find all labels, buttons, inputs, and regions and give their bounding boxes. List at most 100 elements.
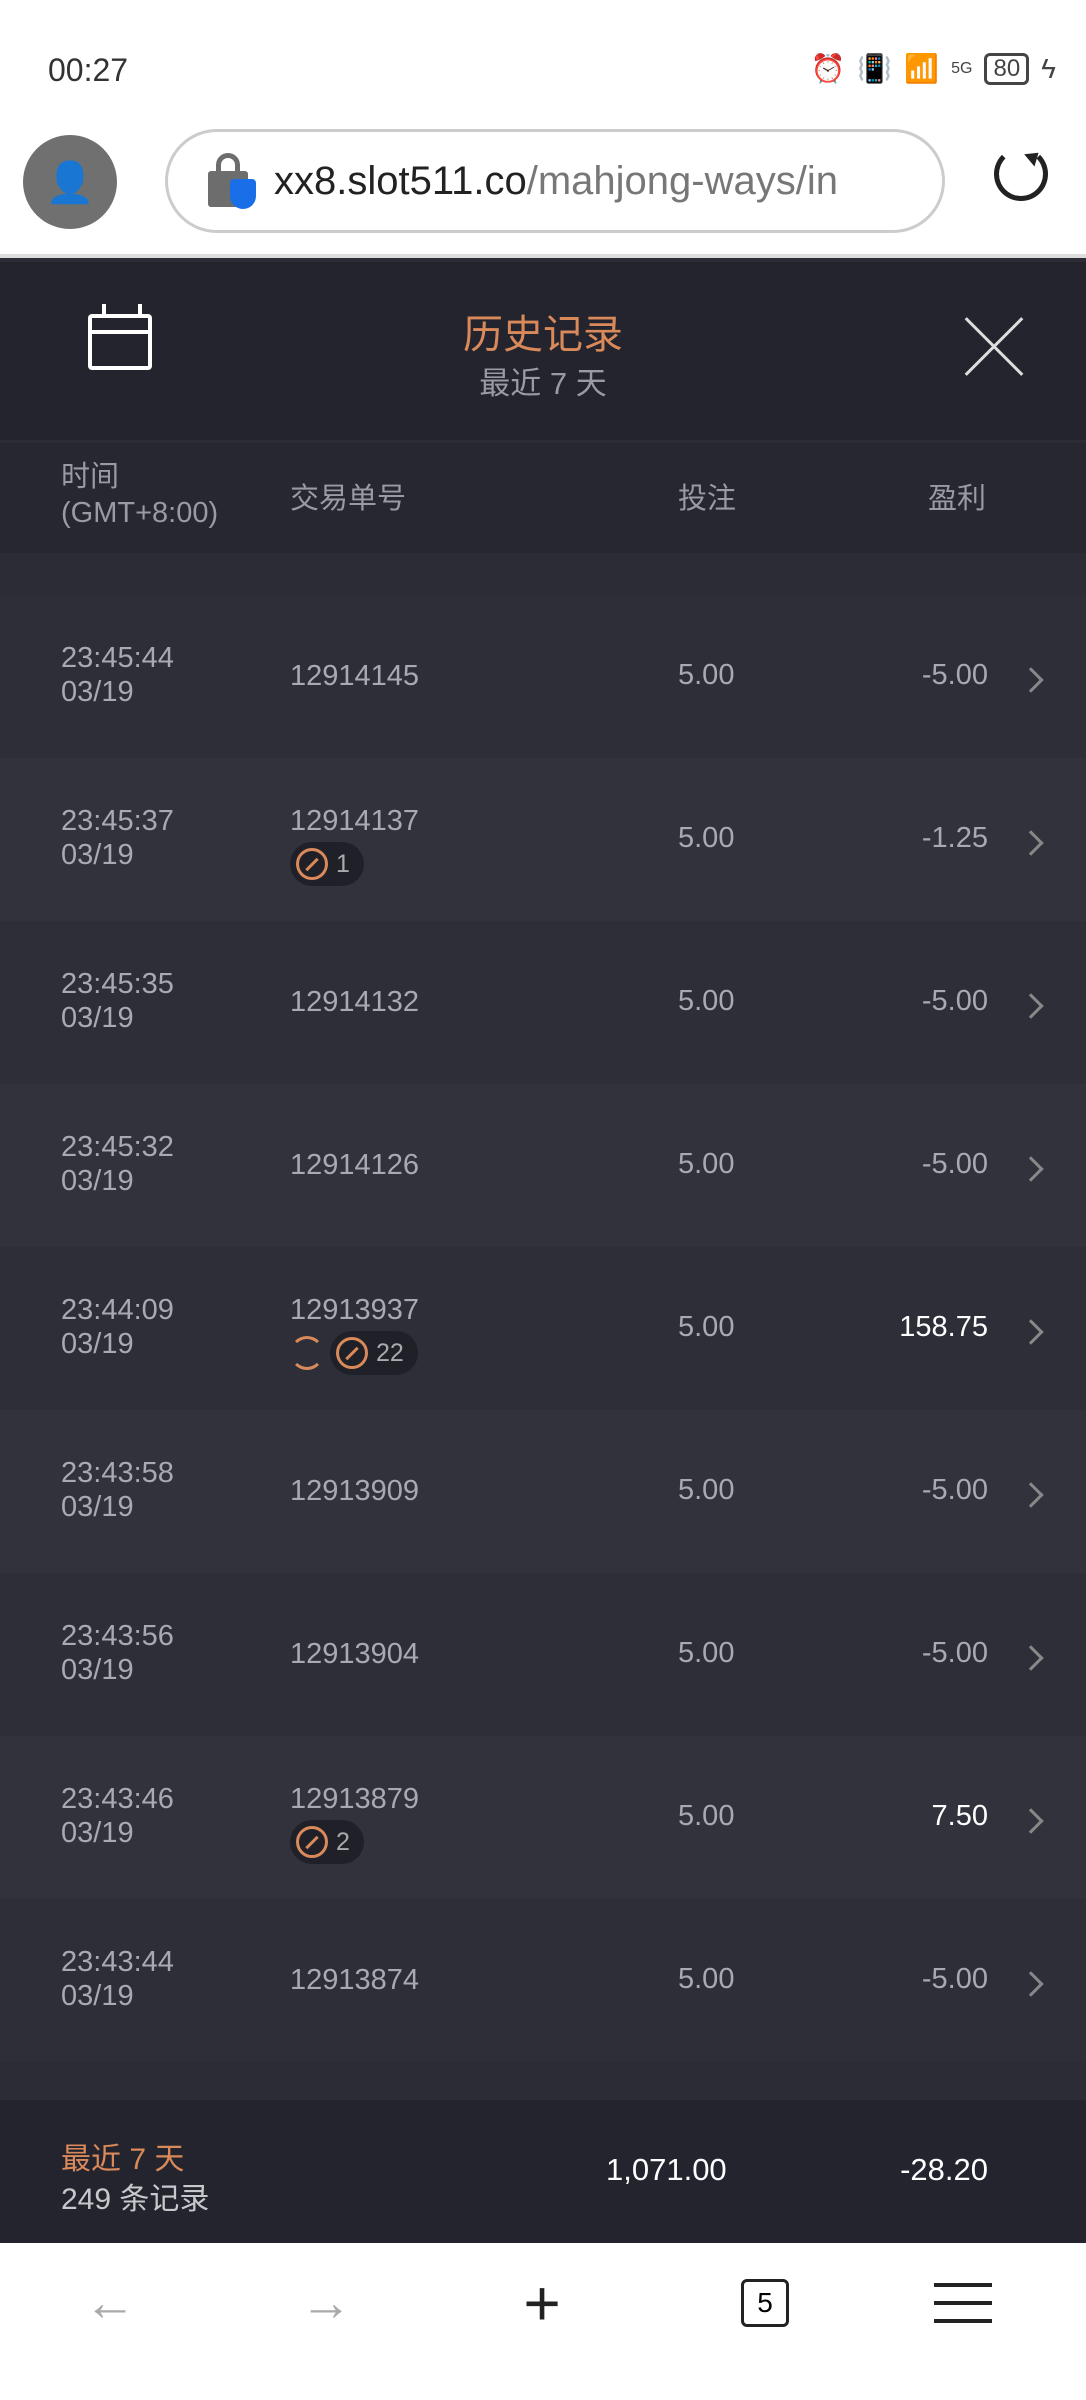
row-order-id: 12913937 <box>290 1294 420 1326</box>
profile-button[interactable]: 👤 <box>23 135 117 229</box>
row-date: 03/19 <box>61 1817 134 1849</box>
table-row[interactable]: 23:43:58 03/19 12913909 5.00 -5.00 <box>0 1410 1086 1573</box>
row-profit: 7.50 <box>931 1800 988 1832</box>
free-spin-count: 2 <box>336 1828 350 1856</box>
row-profit: -5.00 <box>921 1637 988 1669</box>
row-order-id: 12913874 <box>290 1964 420 1996</box>
alarm-icon: ⏰ <box>810 53 846 84</box>
reload-icon[interactable] <box>994 147 1048 201</box>
row-order-id: 12914132 <box>290 986 420 1018</box>
row-date: 03/19 <box>61 1980 134 2012</box>
row-order-id: 12913879 <box>290 1783 420 1815</box>
table-row[interactable]: 23:44:09 03/19 12913937 22 5.00 158.75 <box>0 1247 1086 1410</box>
table-row[interactable]: 23:43:46 03/19 12913879 2 5.00 7.50 <box>0 1736 1086 1899</box>
row-profit: -5.00 <box>921 659 988 691</box>
row-time-value: 23:43:46 <box>61 1783 174 1815</box>
row-order: 12914126 <box>290 1148 419 1182</box>
table-row[interactable]: 23:45:35 03/19 12914132 5.00 -5.00 <box>0 921 1086 1084</box>
table-row[interactable]: 23:43:44 03/19 12913874 5.00 -5.00 <box>0 1899 1086 2062</box>
chevron-right-icon[interactable] <box>1018 1808 1044 1834</box>
row-bet: 5.00 <box>678 1311 735 1343</box>
free-spin-badge: 22 <box>330 1331 418 1375</box>
chevron-right-icon[interactable] <box>1018 993 1044 1019</box>
tabs-button[interactable]: 5 <box>735 2273 795 2333</box>
col-order-id: 交易单号 <box>290 483 407 515</box>
respin-icon <box>290 1336 324 1370</box>
row-order-id: 12914126 <box>290 1149 420 1181</box>
menu-button[interactable] <box>933 2273 993 2333</box>
wifi-icon: 📶 <box>904 53 940 84</box>
row-order: 12913874 <box>290 1963 419 1997</box>
row-bet: 5.00 <box>678 1963 735 1995</box>
row-date: 03/19 <box>61 1165 134 1197</box>
row-order-id: 12914145 <box>290 660 420 692</box>
clock: 00:27 <box>48 52 129 88</box>
url-path: /mahjong-ways/in <box>526 158 838 203</box>
row-time-value: 23:45:35 <box>61 968 174 1000</box>
row-profit: 158.75 <box>899 1311 988 1343</box>
chevron-right-icon[interactable] <box>1018 1482 1044 1508</box>
row-order: 12913904 <box>290 1637 419 1671</box>
chevron-right-icon[interactable] <box>1018 830 1044 856</box>
chevron-right-icon[interactable] <box>1018 1319 1044 1345</box>
row-bet: 5.00 <box>678 1637 735 1669</box>
battery-icon: 80 <box>984 52 1030 85</box>
history-header: 历史记录 最近 7 天 <box>0 262 1086 440</box>
row-time-value: 23:43:56 <box>61 1620 174 1652</box>
network-label: 5G <box>951 59 973 77</box>
row-bet: 5.00 <box>678 1474 735 1506</box>
close-icon[interactable] <box>964 317 1024 377</box>
row-time: 23:45:32 03/19 <box>61 1130 174 1198</box>
charging-icon: ϟ <box>1041 52 1056 84</box>
row-time-value: 23:45:37 <box>61 805 174 837</box>
chevron-right-icon[interactable] <box>1018 1156 1044 1182</box>
back-icon[interactable]: ← <box>84 2274 136 2332</box>
forward-icon[interactable]: → <box>300 2274 352 2332</box>
address-bar[interactable]: xx8.slot511.co/mahjong-ways/in <box>165 129 945 233</box>
col-timezone: (GMT+8:00) <box>61 497 219 529</box>
table-row[interactable]: 23:45:32 03/19 12914126 5.00 -5.00 <box>0 1084 1086 1247</box>
row-date: 03/19 <box>61 1654 134 1686</box>
row-time: 23:45:44 03/19 <box>61 641 174 709</box>
free-spin-count: 22 <box>376 1339 404 1367</box>
table-row[interactable]: 23:43:56 03/19 12913904 5.00 -5.00 <box>0 1573 1086 1736</box>
menu-icon <box>934 2283 992 2323</box>
row-time: 23:43:56 03/19 <box>61 1619 174 1687</box>
summary-period: 最近 7 天 <box>61 2143 185 2176</box>
free-spin-icon <box>296 848 328 880</box>
row-time: 23:43:44 03/19 <box>61 1945 174 2013</box>
row-time-value: 23:45:44 <box>61 642 174 674</box>
tab-count: 5 <box>741 2279 789 2327</box>
row-time: 23:43:46 03/19 <box>61 1782 174 1850</box>
history-list: 23:45:44 03/19 12914145 5.00 -5.00 23:45:… <box>0 595 1086 2062</box>
page-subtitle: 最近 7 天 <box>479 366 607 401</box>
summary-total-bet: 1,071.00 <box>606 2152 727 2187</box>
row-profit: -5.00 <box>921 985 988 1017</box>
free-spin-badge: 1 <box>290 842 364 886</box>
row-order-id: 12913909 <box>290 1475 420 1507</box>
row-date: 03/19 <box>61 1328 134 1360</box>
url-host: xx8.slot511.co <box>274 158 527 203</box>
row-profit: -5.00 <box>921 1963 988 1995</box>
row-date: 03/19 <box>61 1491 134 1523</box>
browser-bar: 👤 xx8.slot511.co/mahjong-ways/in <box>0 125 1086 258</box>
row-profit: -5.00 <box>921 1474 988 1506</box>
browser-nav: ← → + 5 <box>0 2243 1086 2400</box>
chevron-right-icon[interactable] <box>1018 1971 1044 1997</box>
vibrate-icon: 📳 <box>857 53 893 84</box>
chevron-right-icon[interactable] <box>1018 1645 1044 1671</box>
row-date: 03/19 <box>61 1002 134 1034</box>
chevron-right-icon[interactable] <box>1018 667 1044 693</box>
status-icons: ⏰ 📳 📶 5G 80 ϟ <box>810 52 1056 85</box>
summary-total-profit: -28.20 <box>900 2152 988 2187</box>
free-spin-badge: 2 <box>290 1820 364 1864</box>
row-bet: 5.00 <box>678 985 735 1017</box>
table-row[interactable]: 23:45:37 03/19 12914137 1 5.00 -1.25 <box>0 758 1086 921</box>
new-tab-icon[interactable]: + <box>523 2267 561 2339</box>
row-time-value: 23:45:32 <box>61 1131 174 1163</box>
row-order: 12914137 1 <box>290 804 419 886</box>
calendar-icon[interactable] <box>88 304 152 370</box>
table-row[interactable]: 23:45:44 03/19 12914145 5.00 -5.00 <box>0 595 1086 758</box>
row-profit: -5.00 <box>921 1148 988 1180</box>
col-time: 时间 <box>61 461 120 493</box>
